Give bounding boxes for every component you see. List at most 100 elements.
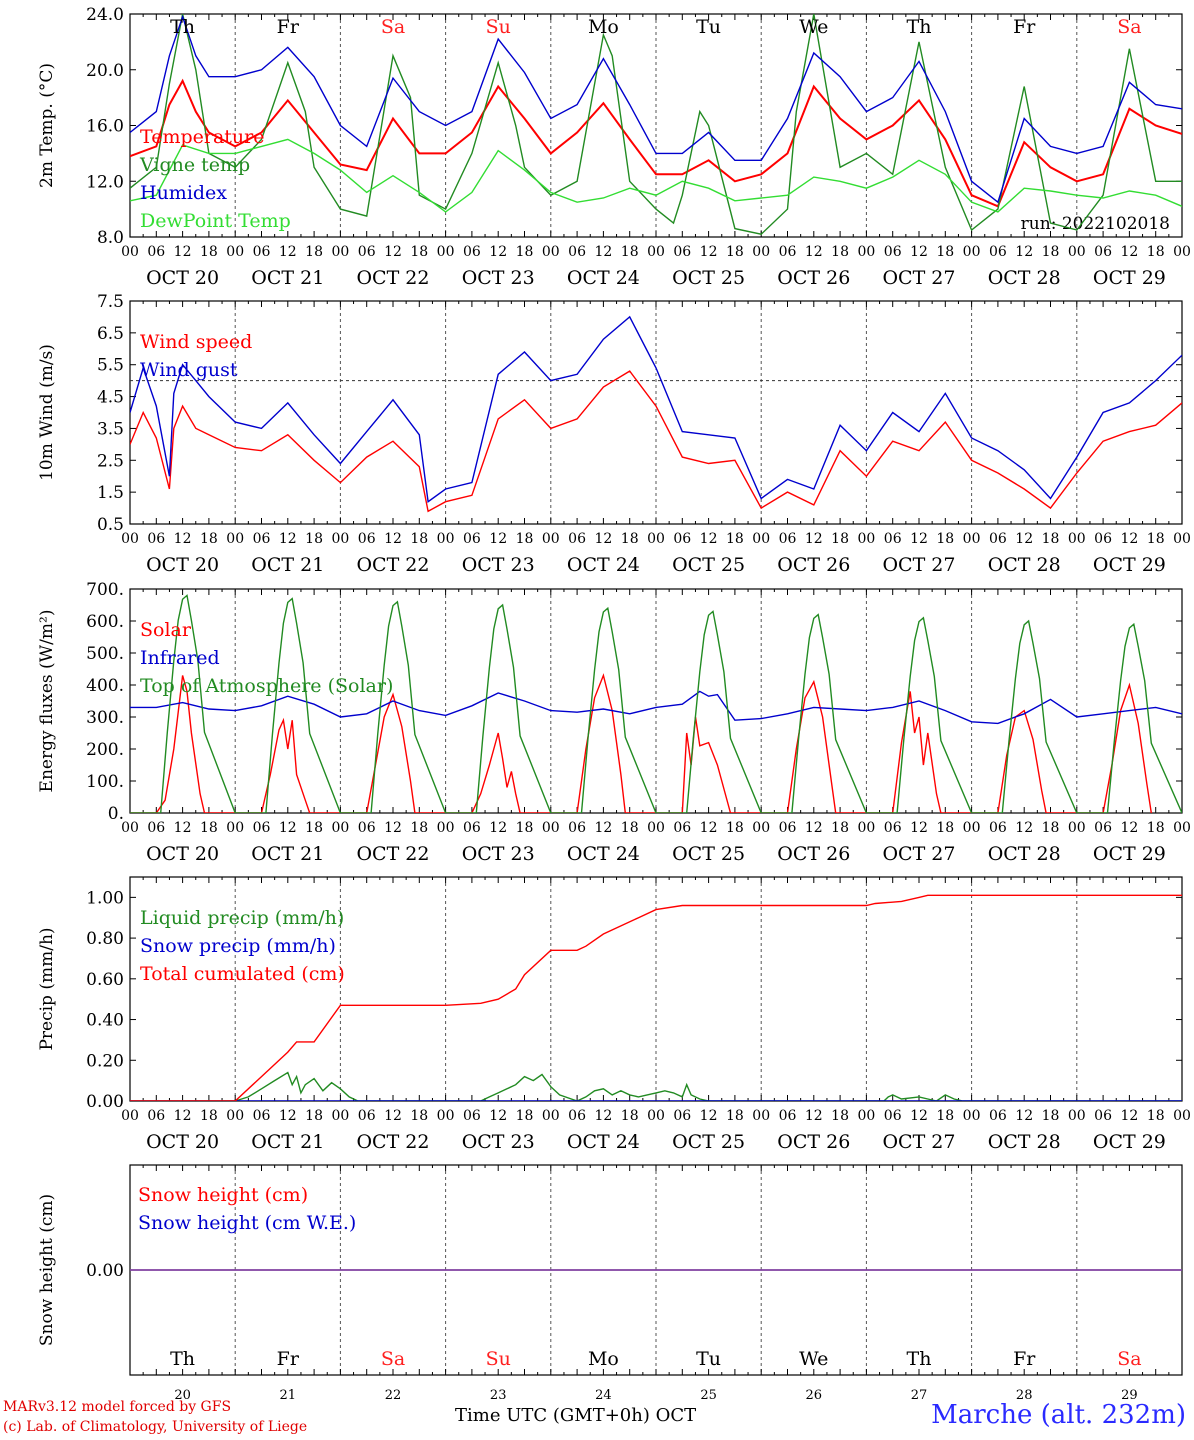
wind-date-label: OCT 20 xyxy=(146,554,219,576)
energy-legend-entry: Solar xyxy=(140,619,192,641)
energy-hour-label: 12 xyxy=(700,820,718,836)
wind-hour-label: 18 xyxy=(726,531,744,547)
energy-date-label: OCT 24 xyxy=(567,843,640,865)
precip-y-tick-label: 0.80 xyxy=(86,929,124,949)
precip-hour-label: 00 xyxy=(647,1108,665,1124)
energy-date-label: OCT 28 xyxy=(988,843,1061,865)
energy-hour-label: 06 xyxy=(253,820,271,836)
energy-hour-label: 00 xyxy=(1068,820,1086,836)
precip-hour-label: 18 xyxy=(410,1108,428,1124)
day-number: 25 xyxy=(700,1388,717,1403)
day-name-bottom: Fr xyxy=(1013,1348,1036,1370)
snow-legend-entry: Snow height (cm) xyxy=(138,1184,308,1206)
day-number: 23 xyxy=(490,1388,507,1403)
wind-hour-label: 00 xyxy=(1068,531,1086,547)
energy-hour-label: 06 xyxy=(1094,820,1112,836)
temp-hour-label: 06 xyxy=(884,244,902,260)
energy-date-label: OCT 23 xyxy=(462,843,535,865)
energy-date-label: OCT 22 xyxy=(356,843,429,865)
wind-hour-label: 12 xyxy=(1015,531,1033,547)
energy-hour-label: 00 xyxy=(752,820,770,836)
precip-hour-label: 00 xyxy=(1068,1108,1086,1124)
precip-legend-entry: Snow precip (mm/h) xyxy=(140,935,336,957)
temp-hour-label: 06 xyxy=(779,244,797,260)
temp-hour-label: 12 xyxy=(384,244,402,260)
precip-hour-label: 00 xyxy=(121,1108,139,1124)
precip-hour-label: 12 xyxy=(594,1108,612,1124)
energy-hour-label: 06 xyxy=(568,820,586,836)
wind-hour-label: 06 xyxy=(358,531,376,547)
wind-y-tick-label: 5.5 xyxy=(97,356,124,376)
temp-hour-label: 06 xyxy=(358,244,376,260)
precip-hour-label: 06 xyxy=(989,1108,1007,1124)
energy-hour-label: 06 xyxy=(884,820,902,836)
wind-hour-label: 06 xyxy=(463,531,481,547)
energy-hour-label: 18 xyxy=(726,820,744,836)
energy-hour-label: 18 xyxy=(1147,820,1165,836)
temp-hour-label: 12 xyxy=(700,244,718,260)
wind-y-axis-label: 10m Wind (m/s) xyxy=(37,344,57,481)
month-label: OCT xyxy=(655,1405,697,1426)
precip-date-label: OCT 27 xyxy=(882,1131,955,1153)
precip-legend-entry: Total cumulated (cm) xyxy=(140,963,345,985)
temp-y-axis-label: 2m Temp. (°C) xyxy=(37,63,57,188)
wind-y-tick-label: 7.5 xyxy=(97,292,124,312)
temp-series-line xyxy=(130,14,1182,235)
precip-hour-label: 18 xyxy=(621,1108,639,1124)
precip-date-label: OCT 23 xyxy=(462,1131,535,1153)
wind-frame xyxy=(129,300,1183,525)
wind-hour-label: 18 xyxy=(1147,531,1165,547)
energy-hour-label: 06 xyxy=(358,820,376,836)
day-name-bottom: We xyxy=(799,1348,828,1370)
energy-y-tick-label: 200. xyxy=(86,740,124,760)
wind-date-label: OCT 23 xyxy=(462,554,535,576)
temp-hour-label: 18 xyxy=(936,244,954,260)
wind-date-label: OCT 27 xyxy=(882,554,955,576)
energy-series-line xyxy=(130,594,1182,813)
day-name-top: Th xyxy=(907,16,932,38)
temp-hour-label: 00 xyxy=(331,244,349,260)
wind-hour-label: 00 xyxy=(226,531,244,547)
wind-date-label: OCT 22 xyxy=(356,554,429,576)
energy-hour-label: 00 xyxy=(857,820,875,836)
temp-legend-entry: Humidex xyxy=(140,182,227,204)
energy-hour-label: 18 xyxy=(410,820,428,836)
energy-hour-label: 00 xyxy=(1173,820,1191,836)
energy-hour-label: 18 xyxy=(1042,820,1060,836)
energy-hour-label: 06 xyxy=(779,820,797,836)
precip-hour-label: 18 xyxy=(1147,1108,1165,1124)
temp-hour-label: 12 xyxy=(1015,244,1033,260)
wind-hour-label: 18 xyxy=(516,531,534,547)
energy-hour-label: 00 xyxy=(542,820,560,836)
precip-hour-label: 00 xyxy=(752,1108,770,1124)
wind-hour-label: 00 xyxy=(963,531,981,547)
temp-date-label: OCT 25 xyxy=(672,267,745,289)
energy-date-label: OCT 25 xyxy=(672,843,745,865)
day-name-bottom: Mo xyxy=(588,1348,619,1370)
wind-hour-label: 18 xyxy=(305,531,323,547)
wind-hour-label: 06 xyxy=(253,531,271,547)
time-axis-title: Time UTC (GMT+0h) xyxy=(455,1405,650,1426)
energy-y-tick-label: 600. xyxy=(86,612,124,632)
temp-date-label: OCT 22 xyxy=(356,267,429,289)
precip-series-line xyxy=(130,894,1182,1101)
snow-y-tick-label: 0.00 xyxy=(86,1261,124,1281)
temp-hour-label: 00 xyxy=(1068,244,1086,260)
temp-hour-label: 00 xyxy=(437,244,455,260)
wind-hour-label: 06 xyxy=(568,531,586,547)
day-name-top: Mo xyxy=(588,16,619,38)
wind-hour-label: 06 xyxy=(779,531,797,547)
wind-hour-label: 06 xyxy=(673,531,691,547)
day-name-bottom: Fr xyxy=(277,1348,300,1370)
precip-date-label: OCT 26 xyxy=(777,1131,850,1153)
wind-date-label: OCT 29 xyxy=(1093,554,1166,576)
temp-y-tick-label: 20.0 xyxy=(86,61,124,81)
temp-hour-label: 06 xyxy=(989,244,1007,260)
wind-hour-label: 12 xyxy=(384,531,402,547)
energy-hour-label: 12 xyxy=(384,820,402,836)
energy-hour-label: 00 xyxy=(331,820,349,836)
precip-y-tick-label: 0.60 xyxy=(86,970,124,990)
wind-hour-label: 06 xyxy=(989,531,1007,547)
wind-hour-label: 00 xyxy=(857,531,875,547)
